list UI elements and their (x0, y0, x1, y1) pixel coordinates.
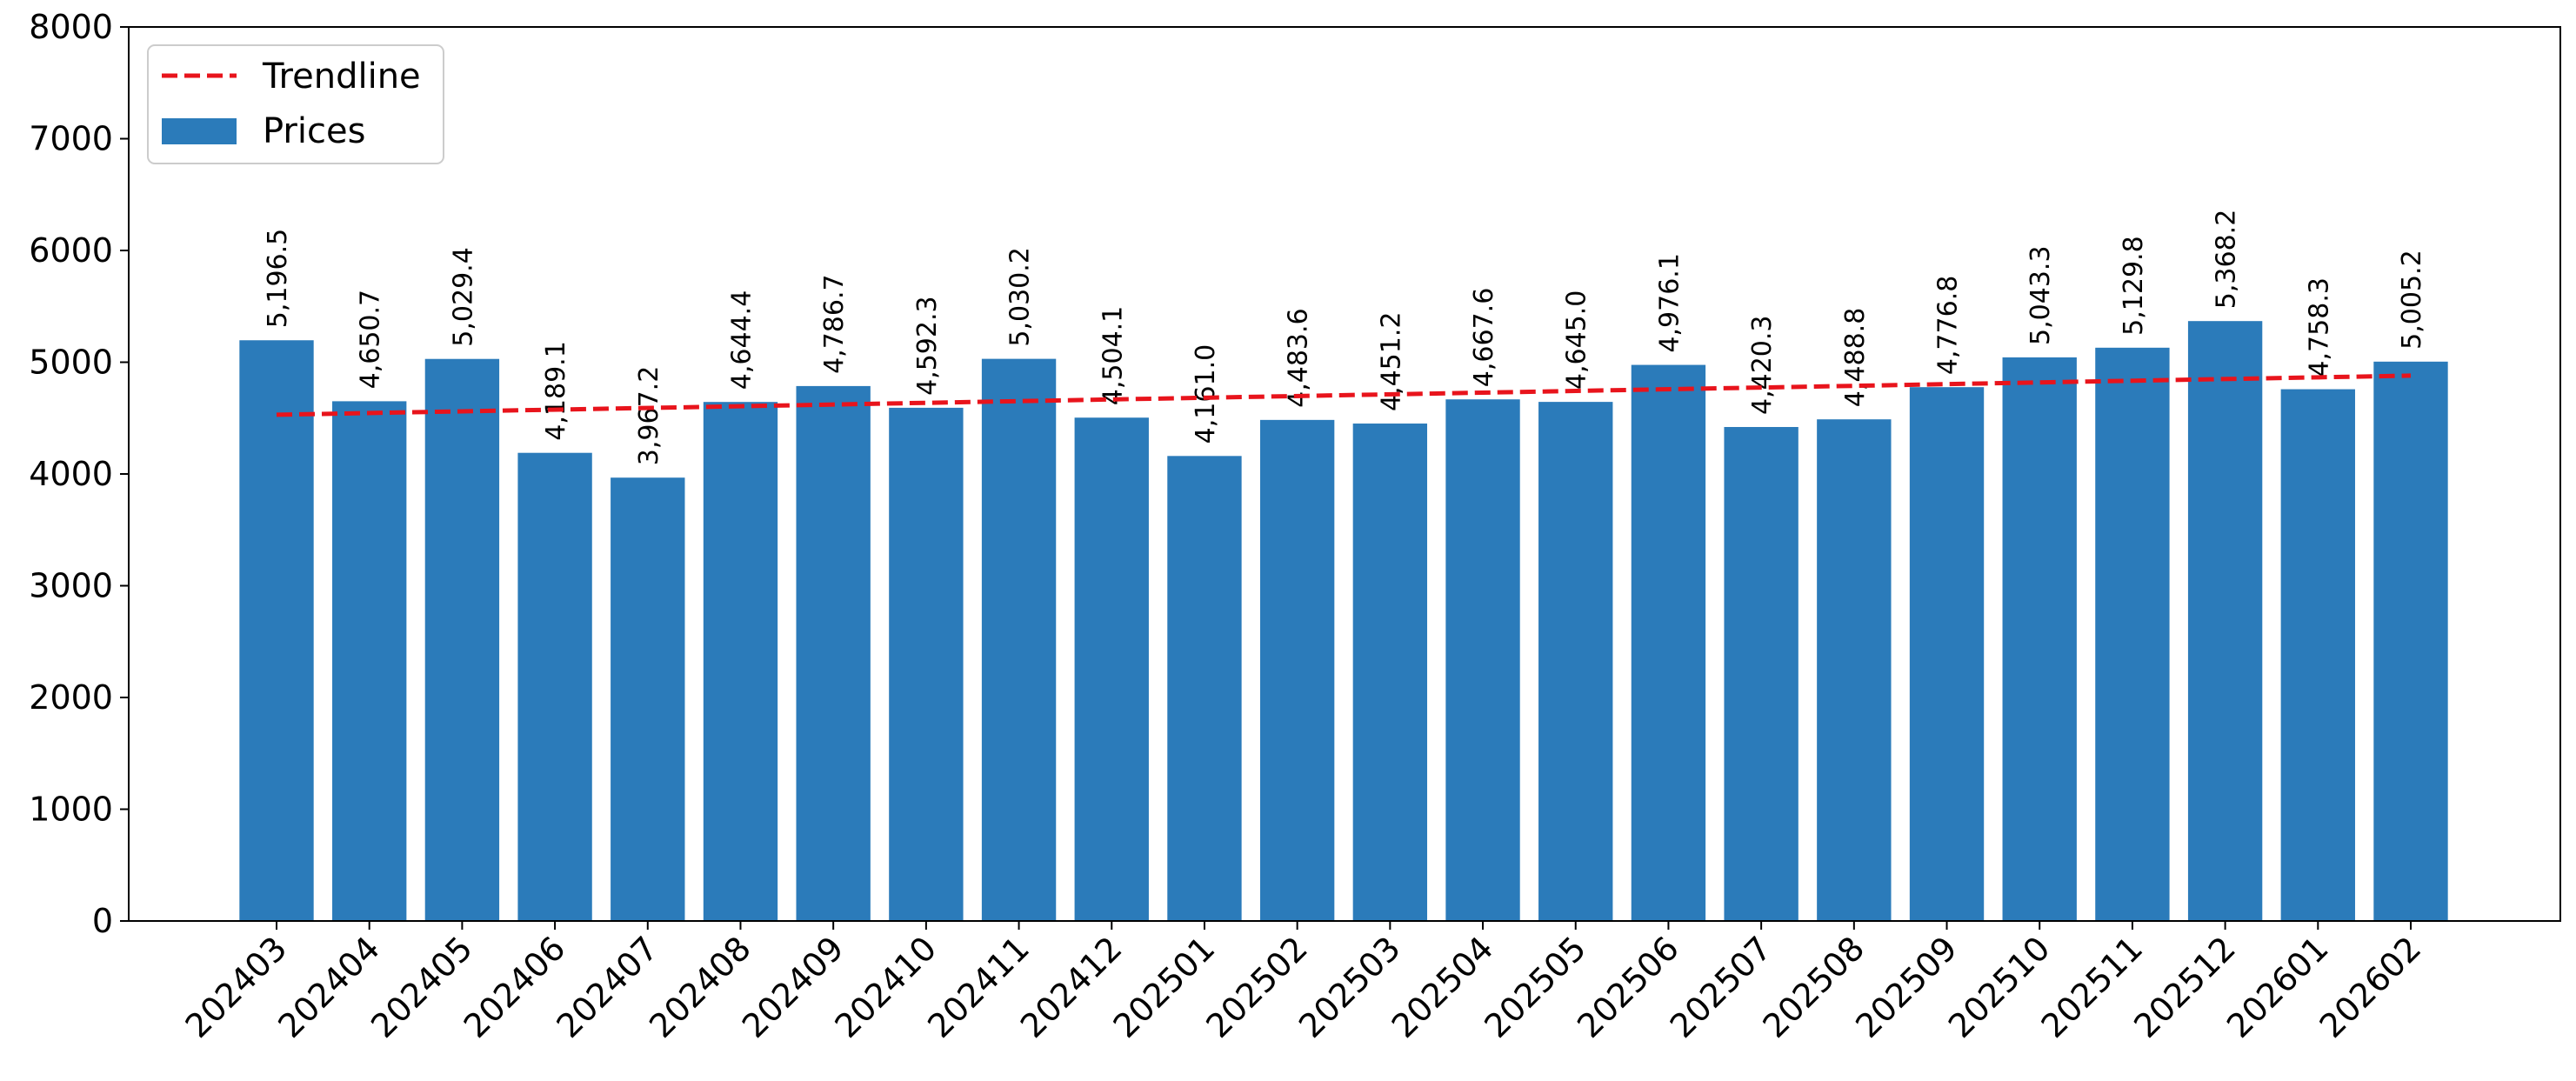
bar-value-label-202408: 4,644.4 (726, 290, 757, 390)
bar-202504 (1445, 399, 1520, 922)
x-tick-label-202511: 202511 (2034, 929, 2151, 1045)
x-tick-label-202409: 202409 (735, 929, 851, 1045)
bar-value-label-202512: 5,368.2 (2212, 210, 2242, 310)
bar-202509 (1909, 387, 1985, 921)
bar-value-label-202507: 4,420.3 (1747, 315, 1778, 415)
bar-202506 (1631, 364, 1706, 921)
bar-202412 (1074, 417, 1149, 921)
x-tick-label-202509: 202509 (1848, 929, 1965, 1045)
x-tick-label-202504: 202504 (1385, 929, 1501, 1045)
bar-value-label-202509: 4,776.8 (1933, 276, 1964, 376)
y-tick-label-2000: 2000 (29, 678, 113, 717)
bar-202410 (889, 407, 964, 922)
x-tick-label-202403: 202403 (178, 929, 295, 1045)
x-tick-label-202505: 202505 (1477, 929, 1593, 1045)
x-tick-label-202508: 202508 (1756, 929, 1872, 1045)
x-tick-label-202502: 202502 (1198, 929, 1315, 1045)
bar-value-label-202602: 5,005.2 (2397, 250, 2427, 350)
bar-202403 (239, 340, 314, 921)
x-tick-label-202602: 202602 (2312, 929, 2429, 1045)
y-tick-label-5000: 5000 (29, 344, 113, 382)
bar-value-labels: 5,196.5 4,650.7 5,029.4 4,189.1 3,967.2 4,644… (263, 210, 2427, 466)
bar-202405 (424, 358, 500, 921)
bar-value-label-202403: 5,196.5 (263, 229, 293, 329)
bar-202407 (611, 477, 685, 921)
bar-202508 (1817, 419, 1892, 921)
bar-value-label-202504: 4,667.6 (1469, 288, 1499, 388)
legend-prices-swatch (162, 118, 237, 144)
bar-value-label-202502: 4,483.6 (1284, 308, 1314, 408)
legend: Trendline Prices (147, 44, 444, 164)
y-tick-label-6000: 6000 (29, 231, 113, 270)
trendline-group (276, 373, 2412, 417)
y-tick-label-8000: 8000 (29, 8, 113, 46)
x-tick-label-202404: 202404 (270, 929, 387, 1045)
bar-202511 (2095, 347, 2170, 922)
bar-202512 (2187, 321, 2263, 922)
bar-202502 (1259, 419, 1335, 921)
x-tick-label-202411: 202411 (920, 929, 1037, 1045)
bar-202505 (1538, 402, 1613, 921)
bar-value-label-202407: 3,967.2 (634, 366, 664, 466)
bar-value-label-202505: 4,645.0 (1562, 290, 1592, 390)
bar-value-label-202411: 5,030.2 (1005, 247, 1036, 347)
bar-202411 (981, 358, 1057, 922)
y-tick-label-4000: 4000 (29, 455, 113, 493)
bar-value-label-202404: 4,650.7 (356, 290, 386, 390)
bar-202601 (2280, 389, 2355, 921)
x-tick-label-202510: 202510 (1941, 929, 2058, 1045)
bar-value-label-202508: 4,488.8 (1840, 308, 1871, 408)
bar-value-label-202510: 5,043.3 (2025, 245, 2056, 345)
x-tick-label-202406: 202406 (457, 929, 573, 1045)
x-tick-label-202506: 202506 (1570, 929, 1686, 1045)
x-axis: 2024032024042024052024062024072024082024… (178, 921, 2429, 1045)
bar-value-label-202511: 5,129.8 (2119, 236, 2149, 336)
bar-value-label-202406: 4,189.1 (541, 341, 571, 441)
bar-202503 (1352, 424, 1428, 921)
y-tick-label-1000: 1000 (29, 791, 113, 829)
bar-202501 (1167, 456, 1242, 921)
x-tick-label-202501: 202501 (1106, 929, 1223, 1045)
bar-value-label-202405: 5,029.4 (448, 247, 478, 347)
y-tick-label-7000: 7000 (29, 120, 113, 158)
bar-value-label-202410: 4,592.3 (912, 296, 943, 396)
x-tick-label-202408: 202408 (642, 929, 758, 1045)
y-tick-label-3000: 3000 (29, 567, 113, 605)
x-tick-label-202407: 202407 (549, 929, 665, 1045)
bar-202409 (796, 385, 871, 921)
bar-202406 (517, 452, 592, 921)
bar-value-label-202601: 4,758.3 (2304, 277, 2334, 377)
bar-202507 (1724, 426, 1799, 921)
y-tick-label-0: 0 (92, 902, 113, 940)
y-axis: 0 1000 2000 3000 4000 5000 6000 7000 8000 (29, 8, 129, 940)
x-tick-label-202405: 202405 (364, 929, 480, 1045)
trendline (276, 373, 2412, 417)
bar-value-label-202409: 4,786.7 (819, 274, 850, 374)
bars-group (239, 321, 2448, 922)
bar-202408 (703, 402, 778, 922)
bar-202510 (2002, 357, 2077, 922)
bar-value-label-202412: 4,504.1 (1098, 306, 1128, 406)
x-tick-label-202601: 202601 (2219, 929, 2336, 1045)
legend-prices-label: Prices (263, 111, 365, 151)
bar-value-label-202501: 4,161.0 (1191, 344, 1221, 444)
x-tick-label-202412: 202412 (1013, 929, 1130, 1045)
bar-202602 (2373, 361, 2448, 921)
bar-value-label-202506: 4,976.1 (1654, 253, 1685, 353)
legend-trendline-label: Trendline (262, 57, 421, 97)
bar-202404 (332, 401, 407, 922)
x-tick-label-202507: 202507 (1663, 929, 1779, 1045)
x-tick-label-202512: 202512 (2126, 929, 2243, 1045)
x-tick-label-202503: 202503 (1291, 929, 1408, 1045)
x-tick-label-202410: 202410 (828, 929, 944, 1045)
